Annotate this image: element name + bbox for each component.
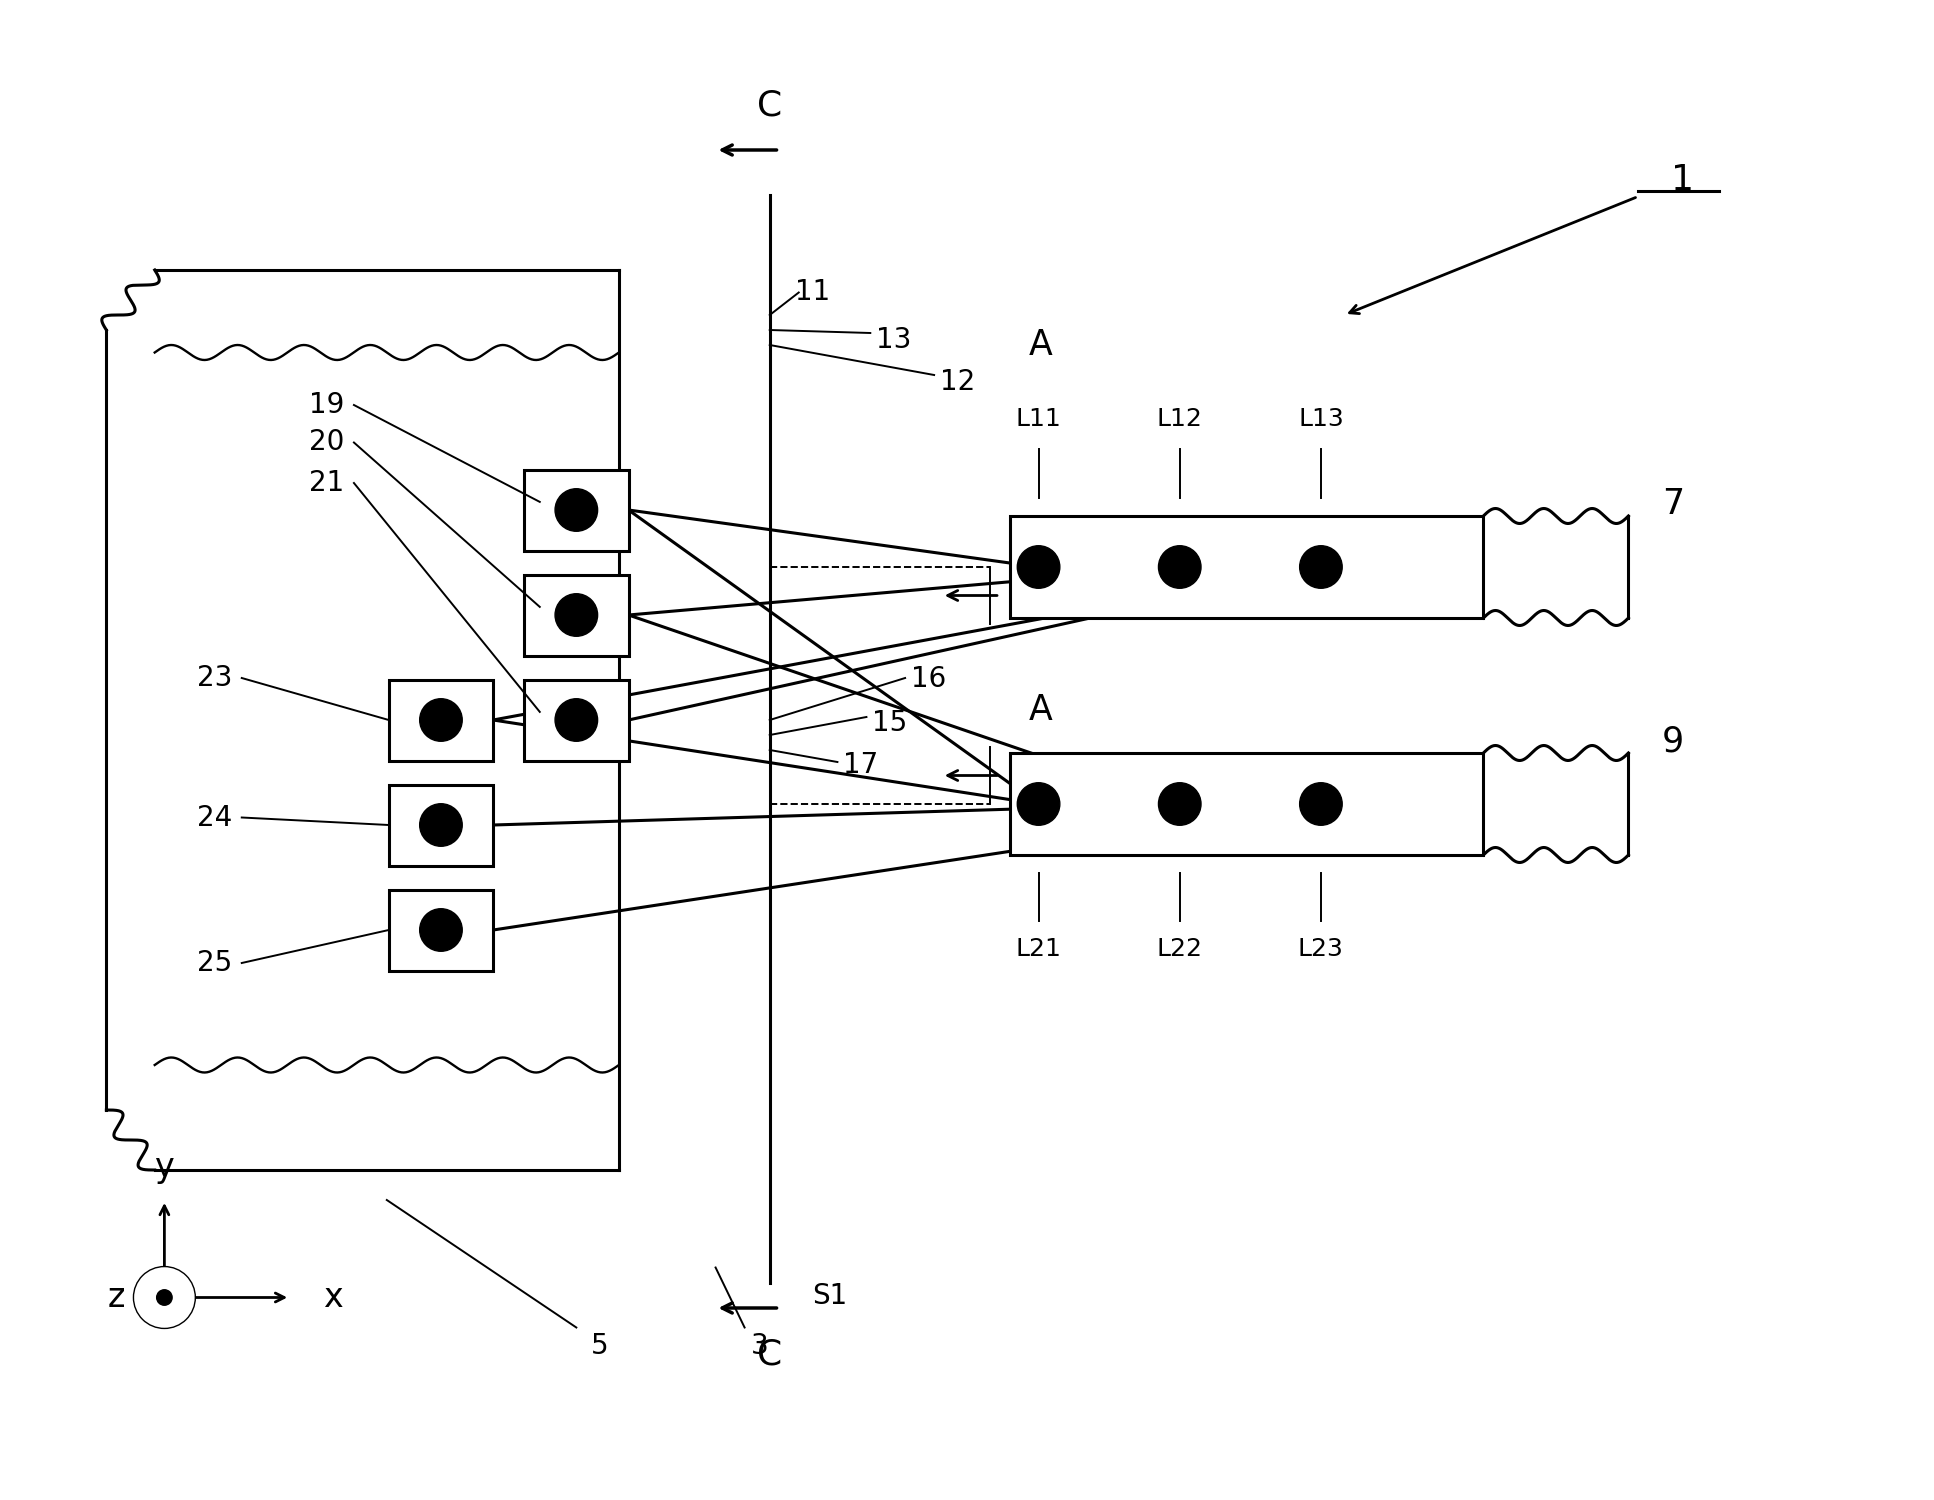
Circle shape [157, 1290, 172, 1305]
Text: C: C [756, 1338, 783, 1371]
Circle shape [555, 594, 598, 636]
Circle shape [1017, 546, 1060, 588]
Bar [389, 680, 493, 760]
Text: 23: 23 [197, 664, 232, 692]
Text: L11: L11 [1015, 406, 1062, 430]
Text: L13: L13 [1298, 406, 1344, 430]
Text: 20: 20 [309, 429, 344, 456]
Text: L12: L12 [1157, 406, 1203, 430]
Bar [389, 784, 493, 865]
Circle shape [1158, 546, 1201, 588]
Text: 1: 1 [1671, 164, 1694, 196]
Text: 5: 5 [590, 1332, 609, 1359]
Bar [524, 574, 629, 656]
Text: 21: 21 [309, 470, 344, 496]
Circle shape [133, 1266, 195, 1329]
Bar [524, 680, 629, 760]
Text: y: y [155, 1150, 174, 1184]
Circle shape [1300, 783, 1342, 825]
Bar [1010, 516, 1483, 618]
Text: x: x [323, 1281, 342, 1314]
Circle shape [555, 489, 598, 531]
Circle shape [420, 804, 462, 846]
Text: 19: 19 [309, 392, 344, 418]
Text: 3: 3 [750, 1332, 770, 1359]
Text: 11: 11 [795, 279, 830, 306]
Text: 17: 17 [843, 752, 878, 778]
Text: 25: 25 [197, 950, 232, 976]
Text: 7: 7 [1661, 488, 1685, 520]
Text: z: z [108, 1281, 124, 1314]
Text: A: A [1029, 328, 1052, 362]
Circle shape [1300, 546, 1342, 588]
Text: A: A [1029, 693, 1052, 726]
Text: 9: 9 [1661, 724, 1685, 758]
Circle shape [1017, 783, 1060, 825]
Text: L23: L23 [1298, 938, 1344, 962]
Text: S1: S1 [812, 1282, 847, 1310]
Bar [524, 470, 629, 550]
Text: L21: L21 [1015, 938, 1062, 962]
Circle shape [420, 699, 462, 741]
Text: L22: L22 [1157, 938, 1203, 962]
Text: 13: 13 [876, 327, 911, 354]
Bar [389, 890, 493, 971]
Bar [1010, 753, 1483, 855]
Text: 12: 12 [940, 369, 975, 396]
Circle shape [1158, 783, 1201, 825]
Circle shape [420, 909, 462, 951]
Circle shape [555, 699, 598, 741]
Text: 15: 15 [872, 710, 907, 736]
Text: 24: 24 [197, 804, 232, 831]
Text: C: C [756, 88, 783, 122]
Text: 16: 16 [911, 666, 946, 693]
